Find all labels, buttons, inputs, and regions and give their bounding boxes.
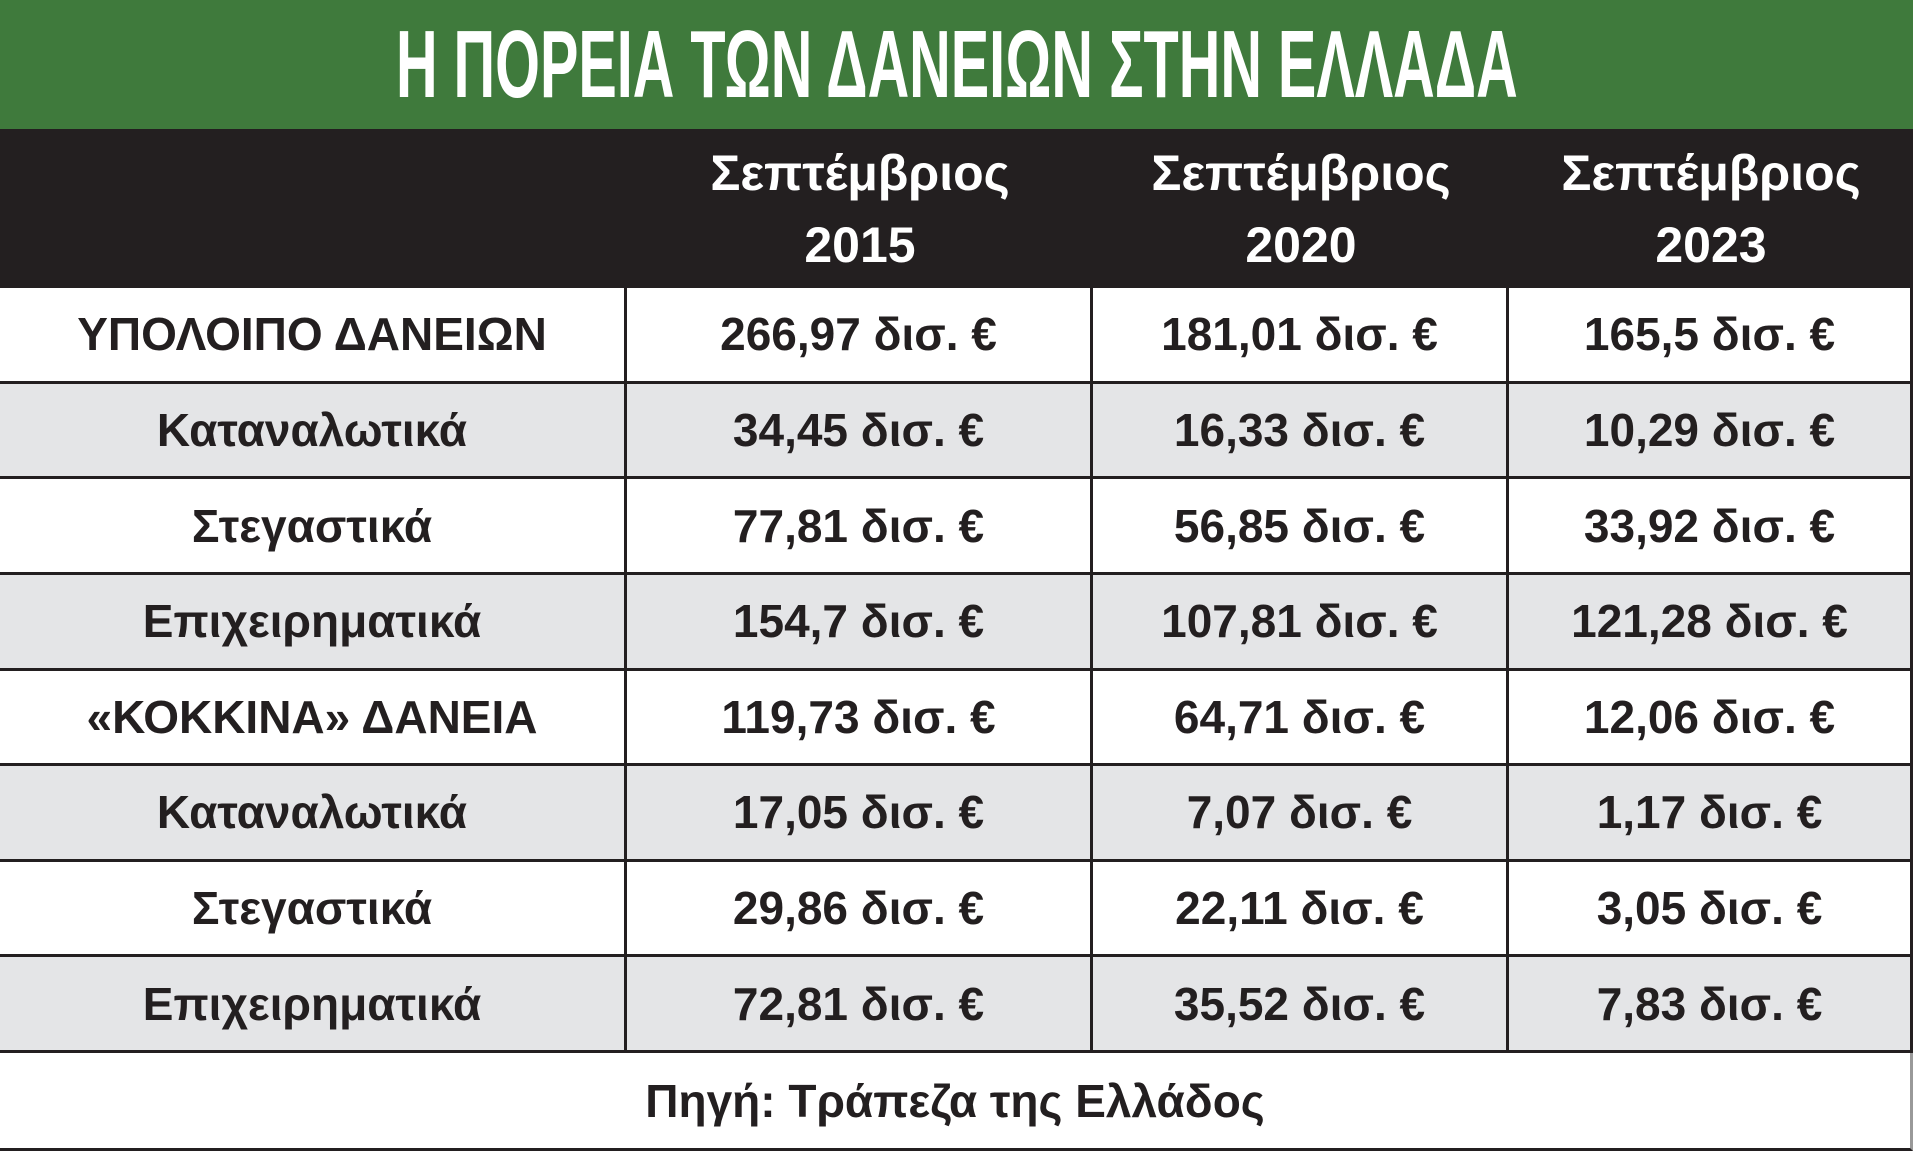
value-cell: 33,92 δισ. € bbox=[1509, 479, 1913, 575]
row-label: Επιχειρηματικά bbox=[0, 574, 627, 671]
title: Η ΠΟΡΕΙΑ ΤΩΝ ΔΑΝΕΙΩΝ ΣΤΗΝ ΕΛΛΑΔΑ bbox=[395, 10, 1518, 118]
value-cell: 107,81 δισ. € bbox=[1093, 574, 1509, 671]
column-month: Σεπτέμβριος bbox=[1561, 144, 1861, 201]
value-cell: 77,81 δισ. € bbox=[627, 479, 1093, 575]
value-cell: 29,86 δισ. € bbox=[627, 861, 1093, 958]
value-cell: 7,07 δισ. € bbox=[1093, 766, 1509, 862]
row-label: Καταναλωτικά bbox=[0, 766, 627, 862]
value-cell: 72,81 δισ. € bbox=[627, 957, 1093, 1053]
value-cell: 17,05 δισ. € bbox=[627, 766, 1093, 862]
row-label: Επιχειρηματικά bbox=[0, 957, 627, 1053]
value-cell: 181,01 δισ. € bbox=[1093, 288, 1509, 384]
column-year: 2020 bbox=[1245, 216, 1357, 273]
value-cell: 35,52 δισ. € bbox=[1093, 957, 1509, 1053]
title-band: Η ΠΟΡΕΙΑ ΤΩΝ ΔΑΝΕΙΩΝ ΣΤΗΝ ΕΛΛΑΔΑ bbox=[0, 0, 1913, 129]
column-year: 2023 bbox=[1655, 216, 1767, 273]
value-cell: 1,17 δισ. € bbox=[1509, 766, 1913, 862]
value-cell: 22,11 δισ. € bbox=[1093, 861, 1509, 958]
value-cell: 12,06 δισ. € bbox=[1509, 670, 1913, 767]
value-cell: 119,73 δισ. € bbox=[627, 670, 1093, 767]
column-month: Σεπτέμβριος bbox=[1151, 144, 1451, 201]
column-year: 2015 bbox=[804, 216, 916, 273]
column-header: Σεπτέμβριος 2020 bbox=[1093, 129, 1509, 288]
value-cell: 154,7 δισ. € bbox=[627, 574, 1093, 671]
value-cell: 165,5 δισ. € bbox=[1509, 288, 1913, 384]
column-month: Σεπτέμβριος bbox=[710, 144, 1010, 201]
column-header: Σεπτέμβριος 2015 bbox=[627, 129, 1093, 288]
value-cell: 56,85 δισ. € bbox=[1093, 479, 1509, 575]
row-label: Καταναλωτικά bbox=[0, 383, 627, 480]
value-cell: 266,97 δισ. € bbox=[627, 288, 1093, 384]
value-cell: 7,83 δισ. € bbox=[1509, 957, 1913, 1053]
value-cell: 10,29 δισ. € bbox=[1509, 383, 1913, 480]
row-label: Στεγαστικά bbox=[0, 479, 627, 575]
row-label: ΥΠΟΛΟΙΠΟ ΔΑΝΕΙΩΝ bbox=[0, 288, 627, 384]
value-cell: 64,71 δισ. € bbox=[1093, 670, 1509, 767]
row-label: «ΚΟΚΚΙΝΑ» ΔΑΝΕΙΑ bbox=[0, 670, 627, 767]
source-note: Πηγή: Τράπεζα της Ελλάδος bbox=[0, 1053, 1913, 1151]
value-cell: 3,05 δισ. € bbox=[1509, 861, 1913, 958]
value-cell: 34,45 δισ. € bbox=[627, 383, 1093, 480]
value-cell: 121,28 δισ. € bbox=[1509, 574, 1913, 671]
column-header: Σεπτέμβριος 2023 bbox=[1509, 129, 1913, 288]
row-label: Στεγαστικά bbox=[0, 861, 627, 958]
value-cell: 16,33 δισ. € bbox=[1093, 383, 1509, 480]
